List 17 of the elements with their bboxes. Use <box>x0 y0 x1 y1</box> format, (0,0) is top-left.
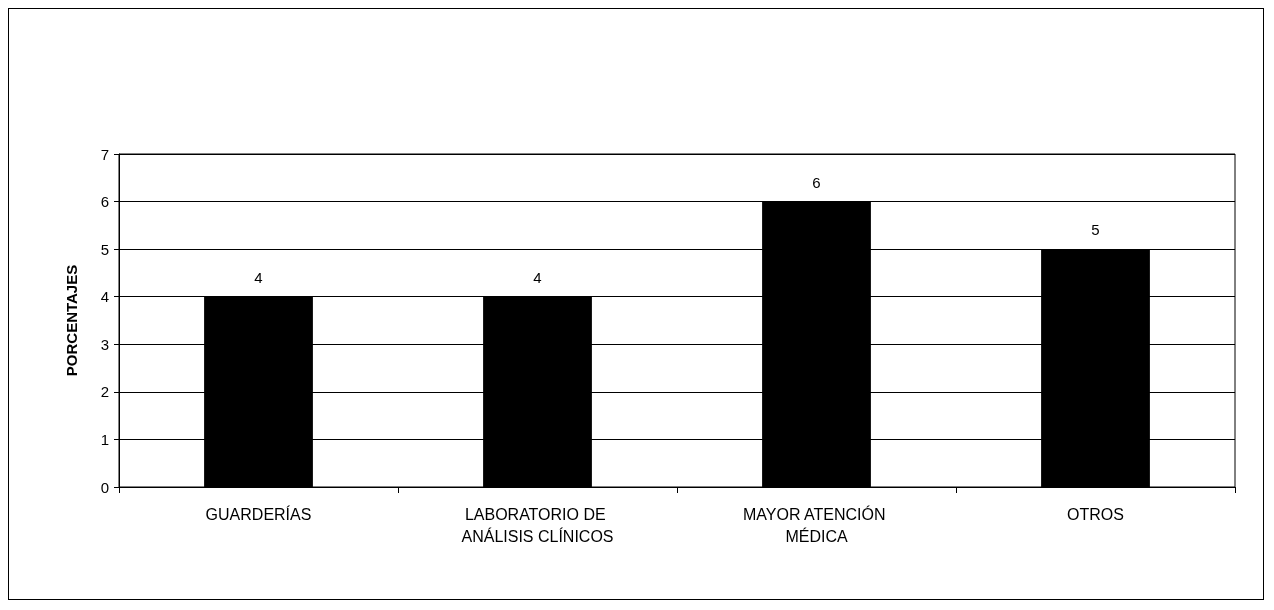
x-tick-label: LABORATORIO DE ANÁLISIS CLÍNICOS <box>461 505 614 545</box>
data-label: 4 <box>533 268 542 286</box>
y-tick-label: 3 <box>100 335 109 353</box>
data-label: 6 <box>812 173 821 191</box>
x-tick-label: GUARDERÍAS <box>205 504 312 523</box>
x-tick-label: OTROS <box>1067 505 1124 523</box>
y-tick-label: 2 <box>100 383 109 401</box>
y-axis-title: PORCENTAJES <box>63 264 80 377</box>
x-tick-label: MAYOR ATENCIÓN MÉDICA <box>743 504 890 545</box>
data-label: 5 <box>1091 221 1100 239</box>
y-tick-label: 5 <box>100 240 109 258</box>
y-tick-label: 4 <box>100 288 109 306</box>
data-label: 4 <box>254 268 263 286</box>
y-tick-label: 0 <box>100 478 109 496</box>
y-tick-label: 6 <box>100 193 109 211</box>
y-tick-label: 7 <box>100 145 109 163</box>
y-tick-label: 1 <box>100 430 109 448</box>
